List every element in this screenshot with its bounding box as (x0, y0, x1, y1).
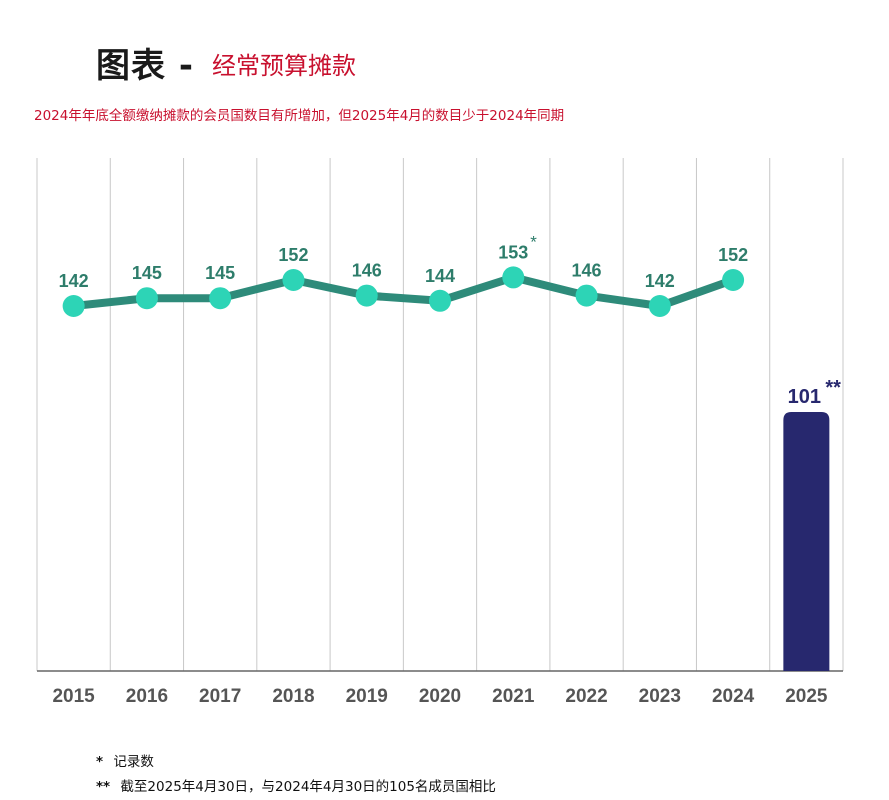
data-point (62, 295, 85, 317)
footnote-record: * 记录数 (96, 750, 496, 775)
data-label: 142 (59, 271, 89, 291)
series-line (69, 273, 738, 310)
data-label: 146 (352, 261, 382, 281)
bar (783, 412, 830, 671)
x-tick-label: 2021 (492, 686, 535, 707)
bar-label-footnote-mark: ** (825, 377, 841, 399)
data-label: 144 (425, 266, 455, 286)
chart-title-topic: 经常预算摊款 (212, 52, 356, 80)
data-label: 142 (645, 271, 675, 291)
data-label-footnote-mark: * (530, 232, 537, 251)
footnote-text: 截至2025年4月30日，与2024年4月30日的105名成员国相比 (120, 779, 496, 795)
data-point (575, 284, 598, 307)
data-point (282, 269, 305, 291)
data-label: 146 (572, 261, 602, 281)
x-tick-label: 2018 (272, 686, 314, 707)
data-point (135, 287, 158, 310)
data-label: 152 (278, 245, 308, 265)
data-point (429, 289, 451, 312)
chart-title: 图表 - (96, 46, 194, 86)
data-point (722, 269, 745, 291)
footnote-text: 记录数 (113, 754, 154, 770)
data-point (209, 287, 232, 310)
bar-label: 101 (788, 386, 821, 408)
data-label: 152 (718, 245, 748, 265)
page-title: 图表 - 经常预算摊款 (0, 38, 889, 88)
data-point (502, 266, 525, 289)
footnote-mark: * (96, 754, 104, 770)
data-point (355, 284, 378, 307)
data-label: 145 (205, 263, 235, 283)
footnotes: * 记录数 ** 截至2025年4月30日，与2024年4月30日的105名成员… (96, 750, 496, 800)
x-tick-label: 2016 (126, 686, 168, 707)
x-tick-label: 2017 (199, 686, 241, 707)
x-tick-label: 2020 (419, 686, 461, 707)
footnote-as-of: ** 截至2025年4月30日，与2024年4月30日的105名成员国相比 (96, 775, 496, 800)
x-tick-label: 2024 (712, 686, 755, 707)
data-label: 145 (132, 263, 162, 283)
x-tick-label: 2022 (565, 686, 607, 707)
x-tick-label: 2019 (346, 686, 388, 707)
x-tick-label: 2025 (785, 686, 828, 707)
chart-subtitle: 2024年年底全额缴纳摊款的会员国数目有所增加，但2025年4月的数目少于202… (34, 108, 565, 124)
footnote-mark: ** (96, 779, 111, 795)
x-tick-label: 2023 (639, 686, 681, 707)
x-tick-label: 2015 (52, 686, 95, 707)
data-label: 153 (498, 242, 528, 262)
data-point (648, 295, 671, 317)
